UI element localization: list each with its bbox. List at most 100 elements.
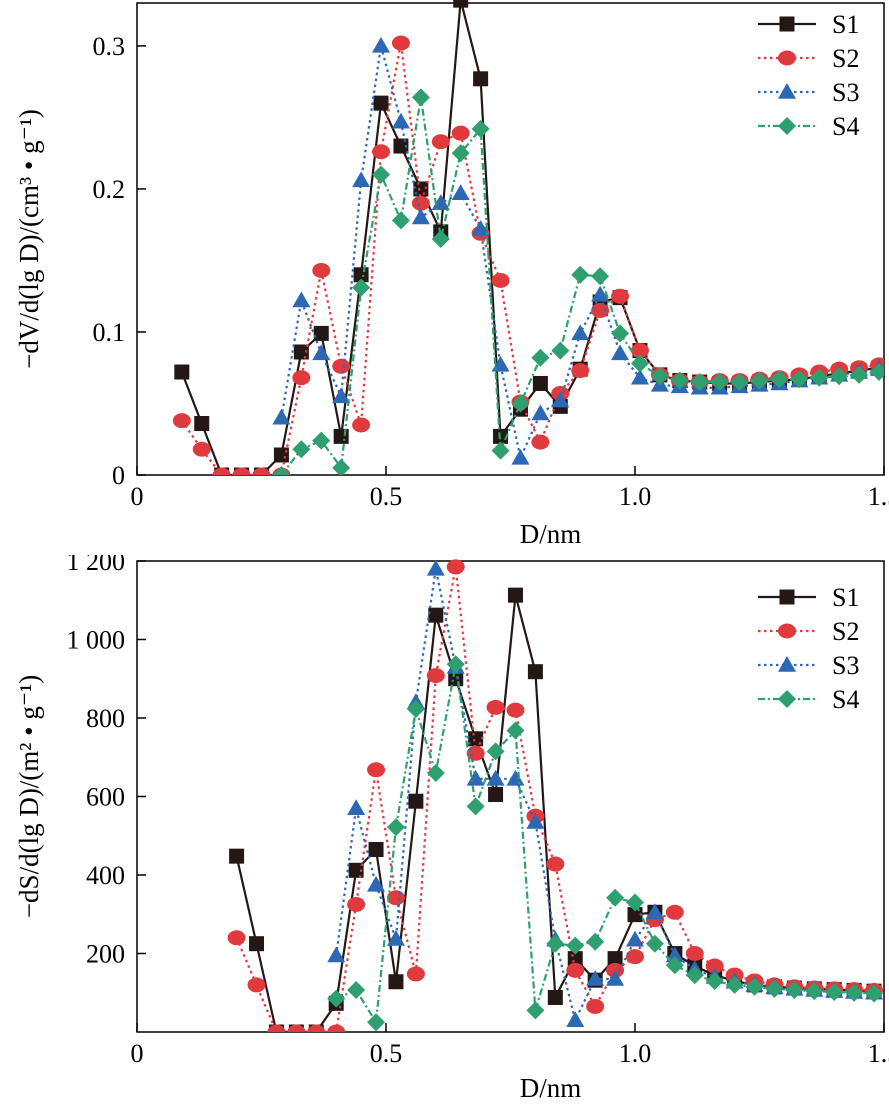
data-point-S4 (506, 721, 525, 740)
y-tick-label: 1 200 (67, 555, 126, 576)
data-point-S4 (272, 466, 291, 475)
data-point-S4 (372, 165, 391, 184)
data-point-S4 (865, 984, 884, 1003)
x-axis-title: D/nm (520, 1073, 582, 1103)
data-point-S3 (611, 344, 630, 361)
data-point-S4 (426, 763, 445, 782)
data-point-S1 (313, 325, 329, 341)
data-point-S2 (630, 343, 649, 359)
data-point-S2 (192, 441, 211, 457)
data-point-S2 (451, 125, 470, 141)
legend-marker (778, 690, 796, 708)
data-point-S3 (426, 559, 445, 576)
legend-item-S4: S4 (758, 685, 859, 714)
data-point-S2 (287, 1024, 306, 1032)
data-point-S1 (229, 848, 245, 864)
data-point-S2 (406, 966, 425, 982)
data-point-S4 (491, 441, 510, 460)
legend-label: S2 (832, 617, 859, 646)
data-point-S3 (591, 285, 610, 302)
data-point-S2 (491, 272, 510, 288)
data-point-S3 (327, 946, 346, 963)
data-point-S2 (626, 949, 644, 965)
data-point-S4 (312, 431, 331, 450)
data-point-S2 (486, 699, 505, 715)
data-point-S4 (626, 893, 644, 912)
data-point-S1 (507, 587, 523, 603)
legend-item-S4: S4 (758, 112, 859, 141)
data-point-S1 (393, 138, 409, 154)
data-point-S3 (626, 930, 644, 947)
data-point-S4 (546, 934, 565, 953)
legend-item-S2: S2 (758, 617, 859, 646)
data-point-S1 (273, 447, 289, 463)
data-point-S3 (571, 324, 590, 341)
data-point-S4 (790, 370, 809, 389)
data-point-S3 (312, 344, 331, 361)
y-axis-title: −dS/d(lg D)/(m² • g⁻¹) (14, 675, 44, 918)
data-point-S1 (488, 787, 504, 803)
data-point-S3 (391, 112, 410, 129)
data-point-S2 (506, 702, 525, 718)
data-point-S1 (249, 936, 265, 952)
y-ticks: 0 0.1 0.2 0.3 (93, 32, 146, 490)
legend-label: S1 (832, 10, 859, 39)
data-point-S4 (745, 977, 764, 996)
legend-item-S3: S3 (758, 651, 859, 680)
series-line-S1 (235, 594, 875, 1032)
data-point-S2 (391, 35, 410, 51)
data-point-S3 (531, 404, 550, 421)
data-point-S4 (785, 981, 804, 1000)
data-point-S2 (252, 467, 271, 475)
data-point-S2 (665, 904, 684, 920)
data-point-S3 (451, 184, 470, 200)
data-point-S4 (690, 373, 709, 392)
data-point-S4 (446, 655, 465, 674)
data-point-S3 (386, 929, 405, 946)
data-point-S3 (566, 1011, 585, 1027)
data-point-S4 (650, 367, 669, 386)
data-point-S3 (630, 368, 649, 385)
data-point-S1 (333, 428, 349, 444)
data-point-S3 (645, 903, 664, 920)
series-S1 (229, 587, 882, 1032)
data-point-S2 (705, 958, 724, 974)
data-point-S1 (428, 607, 444, 623)
data-point-S4 (431, 230, 450, 248)
data-point-S3 (511, 448, 530, 465)
data-point-S3 (352, 171, 371, 188)
data-point-S2 (426, 668, 445, 684)
data-point-S2 (267, 1024, 286, 1032)
data-point-S4 (670, 371, 689, 390)
data-point-S4 (586, 932, 605, 951)
data-point-S2 (591, 303, 610, 319)
data-point-S2 (172, 413, 191, 429)
data-point-S4 (367, 1013, 386, 1032)
data-point-S4 (645, 934, 664, 953)
data-point-S1 (408, 793, 424, 809)
data-point-S3 (586, 970, 605, 986)
data-point-S4 (292, 440, 311, 459)
data-point-S4 (685, 966, 704, 985)
data-point-S2 (566, 962, 585, 978)
data-point-S2 (212, 467, 231, 475)
data-point-S4 (730, 373, 749, 392)
data-point-S4 (705, 971, 724, 990)
data-point-S1 (368, 841, 384, 857)
data-point-S4 (810, 368, 829, 387)
data-point-S4 (347, 981, 366, 1000)
legend-item-S1: S1 (758, 583, 859, 612)
data-point-S4 (750, 371, 769, 390)
data-point-S1 (448, 671, 464, 687)
y-tick-label: 0.3 (93, 32, 126, 61)
legend: S1 S2 S3 S4 (758, 10, 859, 141)
y-tick-label: 600 (86, 783, 125, 812)
legend-marker (779, 589, 795, 605)
data-point-S4 (466, 797, 485, 816)
data-point-S3 (431, 194, 450, 210)
data-point-S4 (765, 979, 784, 998)
x-ticks: 0 0.5 1.0 1.5 (131, 1023, 889, 1068)
y-tick-label: 0.1 (93, 318, 126, 347)
y-tick-label: 0 (112, 461, 125, 490)
data-point-S2 (411, 195, 430, 211)
